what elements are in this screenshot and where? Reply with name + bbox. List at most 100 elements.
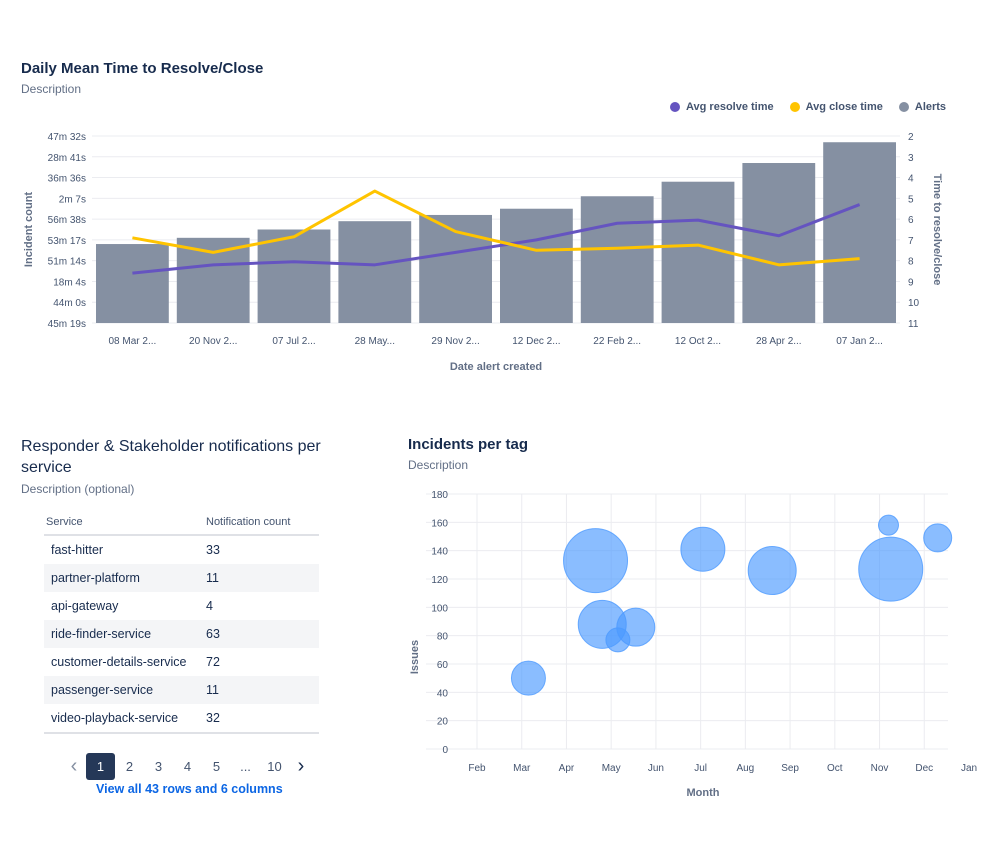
legend-dot-close	[789, 102, 800, 112]
page-button[interactable]: 3	[154, 759, 163, 774]
cell-service: fast-hitter	[51, 543, 104, 557]
mttr-chart: 47m 32s 28m 41s 36m 36s 2m 7s 56m 38s 53m 17s…	[23, 132, 943, 373]
table-row: video-playback-service 32	[44, 704, 319, 732]
y-tick-label: 51m 14s	[48, 257, 86, 268]
y2-tick-label: 8	[908, 257, 914, 268]
cell-service: passenger-service	[51, 683, 154, 697]
legend-item-resolve[interactable]: Avg resolve time	[670, 101, 774, 113]
table-row: api-gateway 4	[44, 592, 319, 620]
x-axis-title: Month	[687, 787, 720, 799]
y-tick-label: 160	[431, 518, 448, 529]
bar-alerts	[500, 208, 573, 323]
page-button[interactable]: 10	[267, 759, 282, 774]
y-tick-label: 53m 17s	[48, 236, 86, 247]
cell-service: customer-details-service	[51, 655, 187, 669]
y-tick-label: 47m 32s	[48, 132, 86, 143]
page-button[interactable]: 1	[86, 753, 115, 780]
table-bottom-border	[44, 732, 319, 734]
next-page-button[interactable]: ›	[289, 753, 313, 780]
legend-label-close: Avg close time	[805, 101, 883, 113]
cell-count: 11	[206, 571, 219, 585]
bubble	[563, 528, 629, 594]
card-title-mttr: Daily Mean Time to Resolve/Close	[21, 60, 264, 77]
x-tick-label: Mar	[513, 763, 531, 774]
cell-service: video-playback-service	[51, 711, 179, 725]
card-title-incidents: Incidents per tag	[408, 436, 529, 453]
x-tick-label: Dec	[915, 763, 933, 774]
y2-tick-label: 11	[908, 319, 919, 330]
x-tick-label: Nov	[871, 763, 889, 774]
cell-count: 4	[206, 599, 213, 613]
y-tick-label: 18m 4s	[53, 277, 86, 288]
prev-page-button[interactable]: ‹	[62, 753, 86, 780]
page-button[interactable]: 4	[183, 759, 192, 774]
bubble	[923, 523, 953, 553]
x-tick-label: 29 Nov 2...	[431, 336, 479, 347]
y-tick-label: 2m 7s	[59, 194, 86, 205]
x-tick-label: 22 Feb 2...	[593, 336, 641, 347]
table-row: ride-finder-service 63	[44, 620, 319, 648]
page-button[interactable]: 5	[212, 759, 221, 774]
y2-tick-label: 7	[908, 236, 914, 247]
x-tick-label: Aug	[736, 763, 754, 774]
x-tick-label: Oct	[827, 763, 843, 774]
bar-alerts	[176, 237, 250, 323]
y-tick-label: 20	[437, 717, 449, 728]
y-tick-label: 45m 19s	[48, 319, 86, 330]
bar-alerts	[580, 196, 654, 323]
y2-tick-label: 3	[908, 153, 914, 164]
chevron-left-icon: ‹	[70, 755, 78, 777]
legend-dot-resolve	[670, 102, 680, 112]
y-tick-label: 36m 36s	[48, 174, 86, 185]
cell-count: 11	[206, 683, 219, 697]
bubble	[747, 546, 797, 595]
column-header-service[interactable]: Service	[46, 516, 83, 528]
y-tick-label: 100	[431, 603, 448, 614]
x-tick-label: Feb	[468, 763, 486, 774]
y-tick-label: 28m 41s	[48, 153, 86, 164]
table-row: customer-details-service 72	[44, 648, 319, 676]
cell-count: 72	[206, 655, 220, 669]
legend-item-alerts[interactable]: Alerts	[898, 101, 946, 113]
y2-tick-label: 9	[908, 277, 914, 288]
card-description-notifications: Description (optional)	[21, 482, 135, 496]
column-header-count[interactable]: Notification count	[206, 516, 291, 528]
table-row: fast-hitter 33	[44, 536, 319, 564]
legend-item-close[interactable]: Avg close time	[789, 101, 883, 113]
x-tick-label: 07 Jan 2...	[836, 336, 883, 347]
table-header: Service Notification count	[44, 510, 319, 536]
card-description-mttr: Description	[21, 82, 82, 96]
bubble	[877, 514, 899, 536]
x-axis-title: Date alert created	[450, 361, 542, 373]
x-tick-label: Apr	[559, 763, 575, 774]
bar-alerts	[823, 142, 896, 323]
y2-tick-label: 10	[908, 298, 920, 309]
x-tick-label: Jan	[961, 763, 977, 774]
x-tick-label: 28 May...	[355, 336, 395, 347]
page-list: 1 2 3 4 5... 10	[86, 753, 289, 780]
y2-tick-label: 5	[908, 194, 914, 205]
table-row: passenger-service 11	[44, 676, 319, 704]
cell-service: ride-finder-service	[51, 627, 152, 641]
x-tick-label: 07 Jul 2...	[272, 336, 315, 347]
pagination-ellipsis: ...	[240, 759, 251, 774]
bubble	[680, 526, 726, 572]
bar-alerts	[257, 229, 331, 323]
line-avg-close-time	[132, 189, 860, 267]
x-tick-label: 20 Nov 2...	[189, 336, 237, 347]
y2-tick-label: 2	[908, 132, 914, 143]
line-avg-resolve-time	[132, 203, 861, 275]
y-tick-label: 120	[431, 575, 448, 586]
y-tick-label: 56m 38s	[48, 215, 86, 226]
x-tick-label: 12 Dec 2...	[512, 336, 560, 347]
cell-count: 63	[206, 627, 220, 641]
x-tick-label: Jun	[648, 763, 664, 774]
page-button[interactable]: 2	[125, 759, 134, 774]
x-tick-label: May	[602, 763, 621, 774]
pagination: ‹ 1 2 3 4 5... 10 ›	[62, 753, 313, 780]
x-tick-label: 08 Mar 2...	[108, 336, 156, 347]
bubble	[858, 536, 924, 602]
view-all-link[interactable]: View all 43 rows and 6 columns	[96, 782, 283, 796]
card-description-incidents: Description	[408, 458, 469, 472]
y2-tick-label: 4	[908, 174, 914, 185]
